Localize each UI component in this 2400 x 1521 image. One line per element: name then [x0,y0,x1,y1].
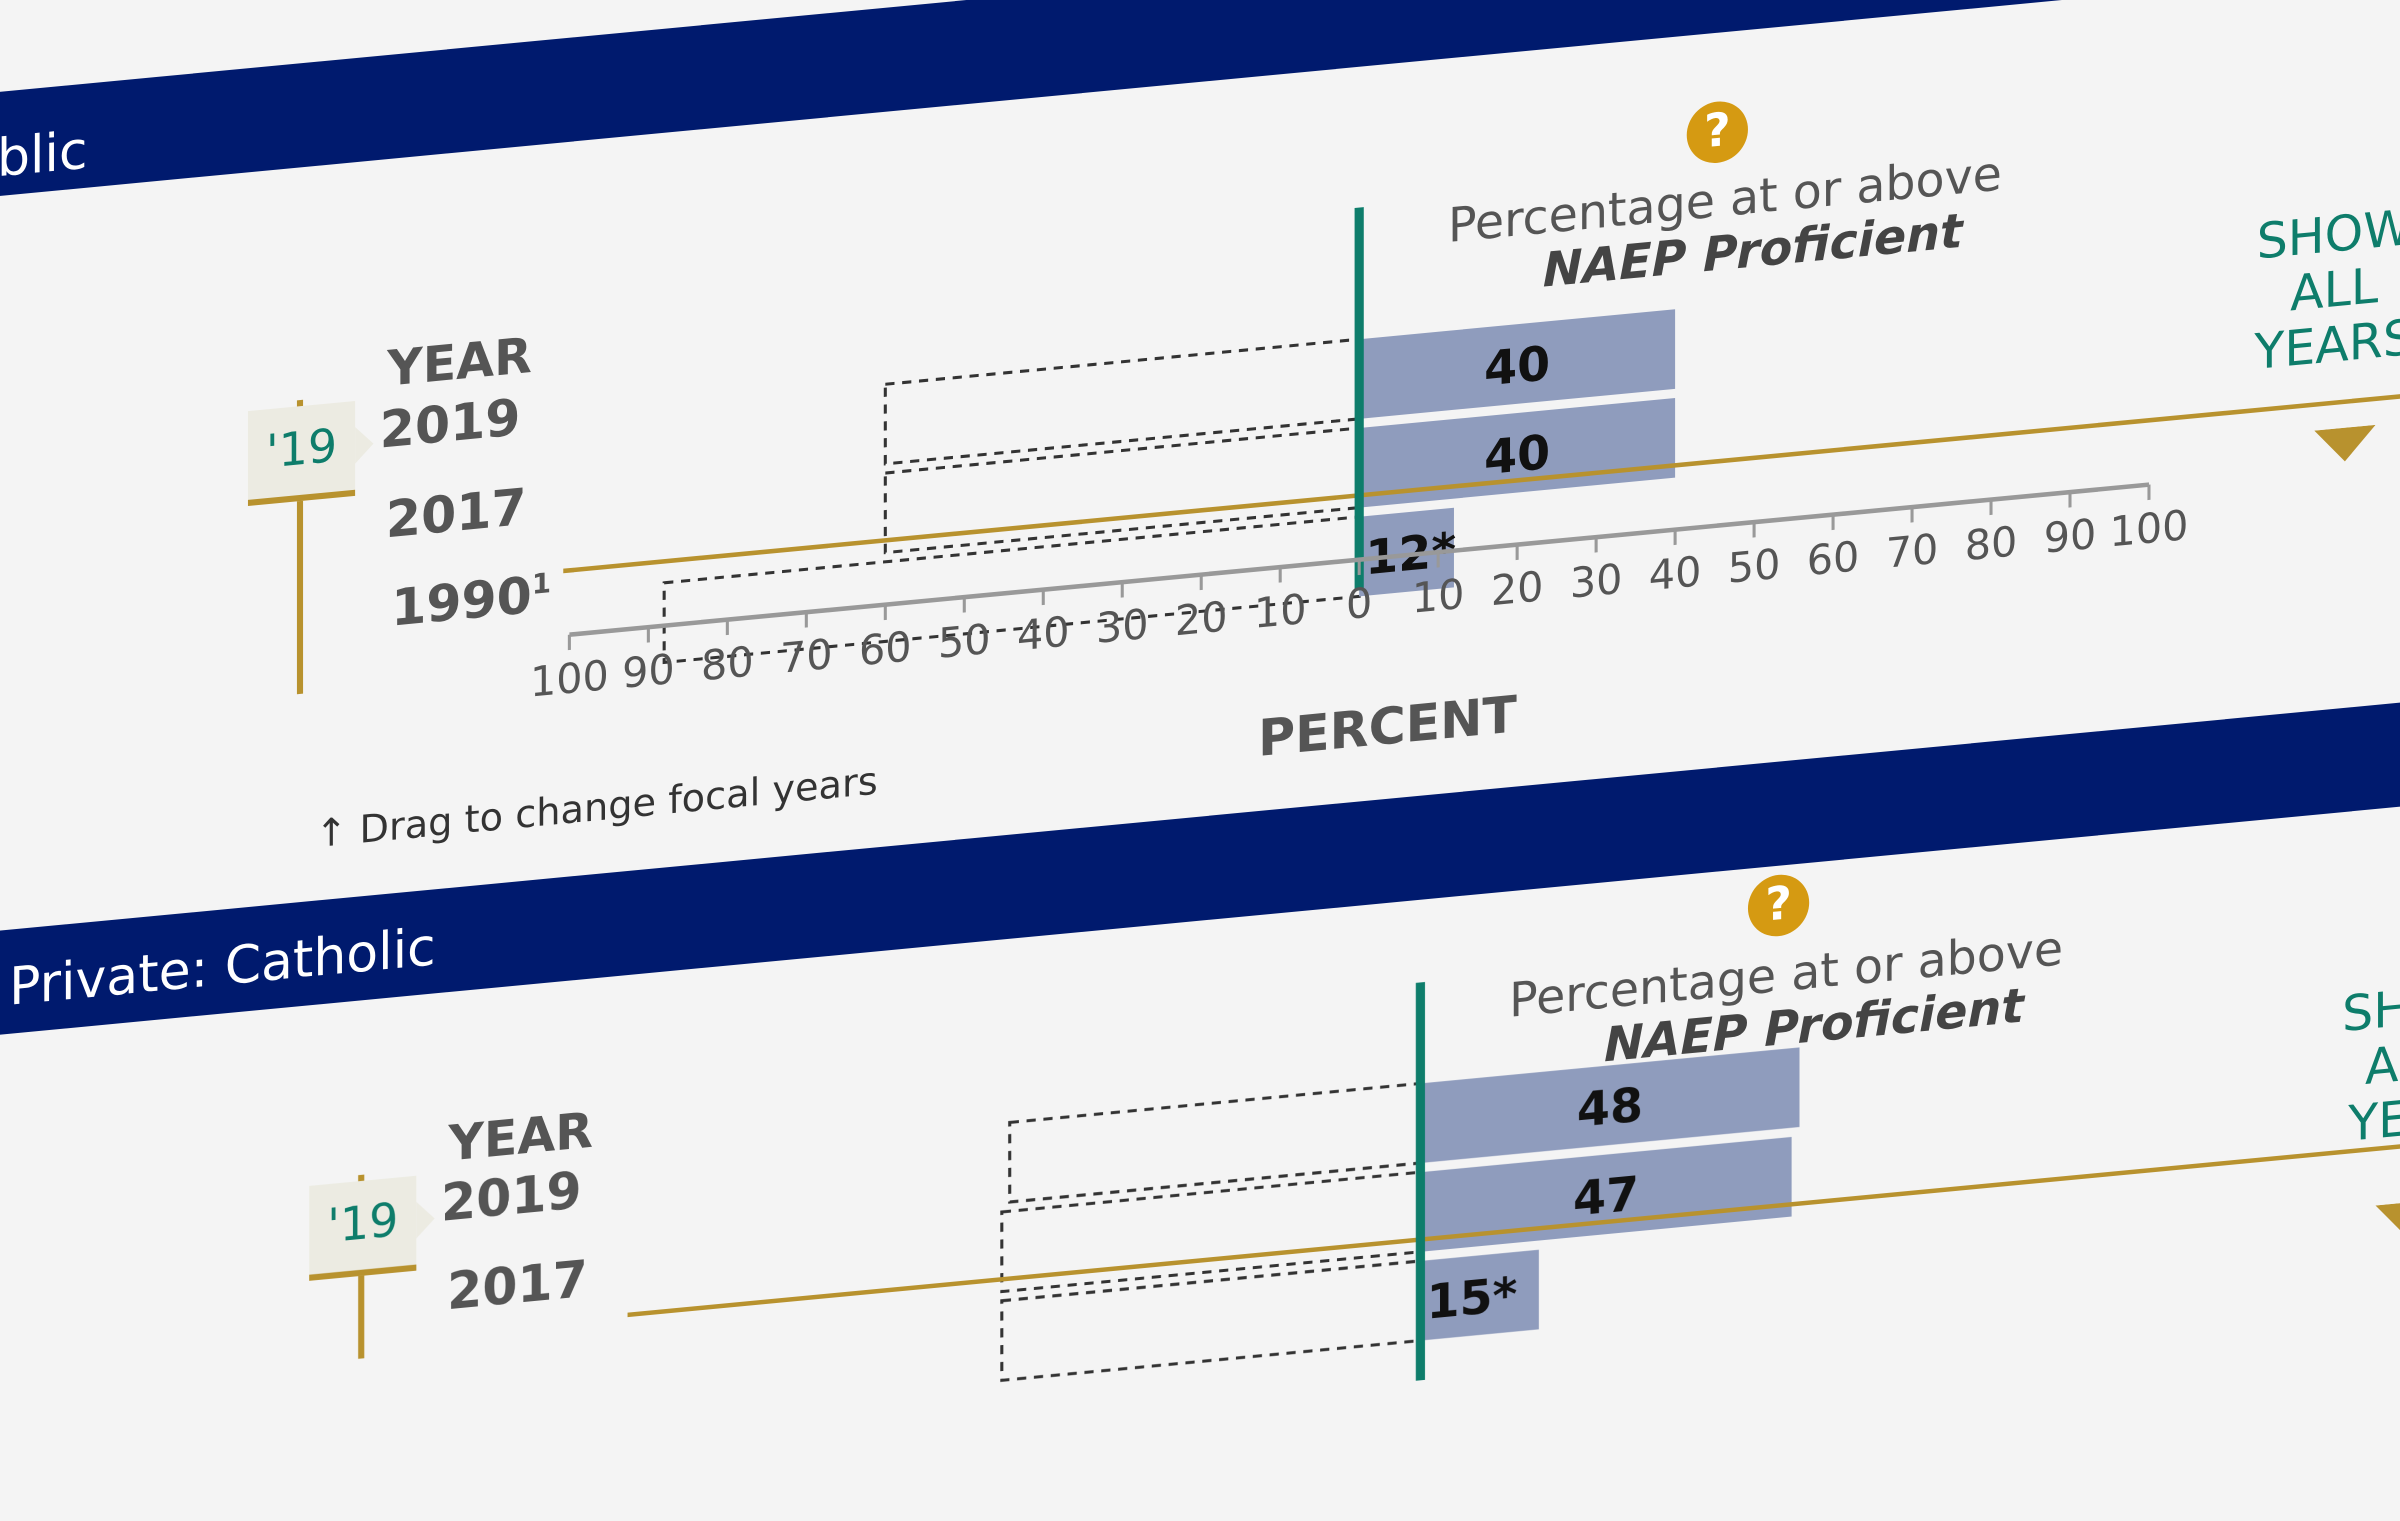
below-level-outline [1000,1259,1422,1383]
x-tick-label: 90 [2044,510,2097,563]
x-tick-label: 100 [530,651,609,706]
x-tick-label: 60 [859,622,912,675]
below-level-outline [883,337,1361,466]
bar [1359,507,1454,597]
help-icon[interactable]: ? [1686,98,1748,166]
help-icon-2[interactable]: ? [1747,872,1810,940]
show-all-caret-icon-2[interactable] [2375,1199,2400,1252]
bar [1420,1047,1800,1164]
x-tick-label: 60 [1807,532,1860,585]
x-tick-label: 100 [2110,501,2189,556]
bar [1420,1136,1792,1252]
bar [1359,398,1676,508]
bar-value-label: 15* [1427,1267,1518,1331]
x-tick-label: 40 [1649,547,1702,600]
focal-year-guide-line [563,389,2400,574]
x-tick-label: 0 [1346,579,1372,629]
bar-value-label: 48 [1577,1078,1643,1139]
below-level-outline [1008,1081,1422,1204]
x-tick-label: 50 [1728,540,1781,593]
x-tick-label: 70 [1886,525,1939,578]
panel-title-public: blic [0,120,88,191]
x-tick-label: 10 [1412,570,1465,623]
show-all-caret-icon[interactable] [2314,424,2376,477]
x-tick-label: 10 [1254,585,1307,638]
bar [1359,309,1676,419]
stage: blic ? Percentage at or above NAEP Profi… [0,0,2400,1312]
bar-chart-public: 404012*100908070605040302010010203040506… [530,207,2400,707]
x-tick-label: 40 [1017,607,1070,660]
x-tick-label: 90 [622,645,675,698]
x-tick-label: 80 [1965,517,2018,570]
skewed-content: blic ? Percentage at or above NAEP Profi… [0,0,2400,1312]
x-tick-label: 80 [701,637,754,690]
x-tick-label: 20 [1175,592,1228,645]
x-tick-label: 30 [1096,600,1149,653]
x-tick-label: 30 [1570,555,1623,608]
x-tick-label: 50 [938,615,991,668]
x-tick-label: 70 [780,630,833,683]
x-tick-label: 20 [1491,562,1544,615]
bar-value-label: 40 [1484,336,1550,397]
focal-year-guide-line [627,1139,2400,1318]
